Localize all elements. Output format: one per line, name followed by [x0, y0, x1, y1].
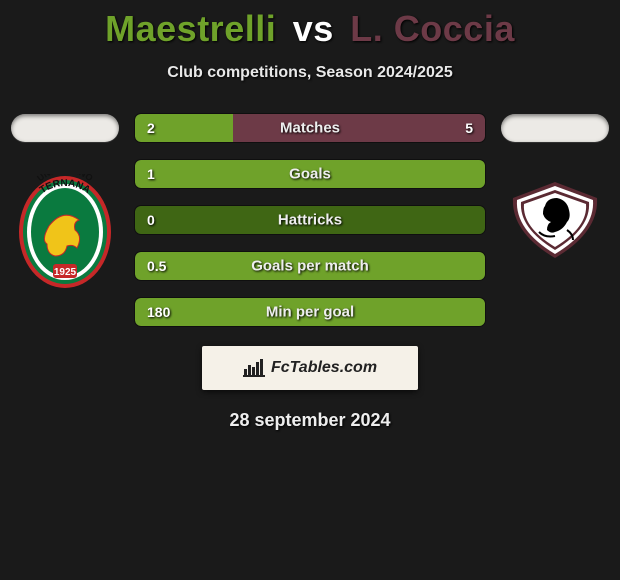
player2-name: L. Coccia — [350, 8, 515, 49]
stat-label: Matches — [280, 120, 340, 137]
left-side: UNICUSANO TERNANA 1925 — [5, 114, 125, 274]
subtitle: Club competitions, Season 2024/2025 — [0, 64, 620, 82]
comparison-title: Maestrelli vs L. Coccia — [0, 8, 620, 50]
stat-value-left: 2 — [147, 120, 155, 136]
content-row: UNICUSANO TERNANA 1925 2 5 Matches 1 Goals 0 H… — [0, 114, 620, 326]
vs-label: vs — [293, 8, 334, 49]
player1-name: Maestrelli — [105, 8, 276, 49]
stat-bar: 0 Hattricks — [135, 206, 485, 234]
stat-bar: 1 Goals — [135, 160, 485, 188]
header: Maestrelli vs L. Coccia Club competition… — [0, 0, 620, 82]
stat-bars: 2 5 Matches 1 Goals 0 Hattricks 0.5 Goals per ma… — [135, 114, 485, 326]
brand-box: FcTables.com — [202, 346, 418, 390]
stat-bar-fill-right — [233, 114, 485, 142]
stat-value-left: 1 — [147, 166, 155, 182]
stat-label: Min per goal — [266, 304, 354, 321]
stat-value-left: 0.5 — [147, 258, 166, 274]
stat-label: Goals per match — [251, 258, 369, 275]
stat-value-right: 5 — [465, 120, 473, 136]
crest-year: 1925 — [54, 267, 77, 278]
stat-label: Hattricks — [278, 212, 342, 229]
left-player-pill — [11, 114, 119, 142]
brand-text: FcTables.com — [271, 359, 377, 377]
stat-bar: 180 Min per goal — [135, 298, 485, 326]
stat-label: Goals — [289, 166, 331, 183]
date: 28 september 2024 — [0, 410, 620, 431]
stat-bar: 0.5 Goals per match — [135, 252, 485, 280]
right-player-pill — [501, 114, 609, 142]
ternana-crest: UNICUSANO TERNANA 1925 — [15, 174, 115, 274]
arezzo-crest — [505, 178, 605, 278]
stat-value-left: 0 — [147, 212, 155, 228]
stat-value-left: 180 — [147, 304, 170, 320]
bar-chart-icon — [243, 359, 265, 377]
stat-bar: 2 5 Matches — [135, 114, 485, 142]
right-side — [495, 114, 615, 278]
